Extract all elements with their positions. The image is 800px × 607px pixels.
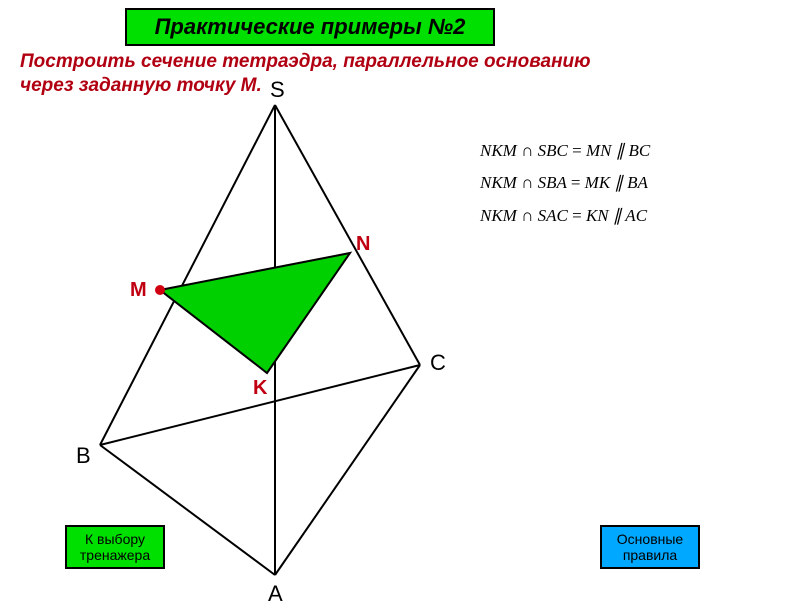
vertex-label-B: B (76, 443, 91, 469)
trainer-select-button[interactable]: К выборутренажера (65, 525, 165, 569)
section-label-K: K (253, 377, 267, 400)
equation-line: NKM ∩ SBC = MN ∥ BC (480, 135, 650, 167)
problem-statement: Построить сечение тетраэдра, параллельно… (20, 50, 640, 98)
equation-line: NKM ∩ SBA = MK ∥ BA (480, 167, 650, 199)
section-label-M: M (130, 279, 147, 302)
title-box: Практические примеры №2 (125, 8, 495, 46)
tetrahedron-diagram (60, 95, 480, 585)
rules-button[interactable]: Основныеправила (600, 525, 700, 569)
equation-line: NKM ∩ SAC = KN ∥ AC (480, 200, 650, 232)
vertex-label-S: S (270, 77, 285, 103)
section-label-N: N (356, 233, 370, 256)
vertex-label-A: A (268, 581, 283, 607)
vertex-label-C: C (430, 350, 446, 376)
equations-block: NKM ∩ SBC = MN ∥ BCNKM ∩ SBA = MK ∥ BANK… (480, 135, 650, 232)
